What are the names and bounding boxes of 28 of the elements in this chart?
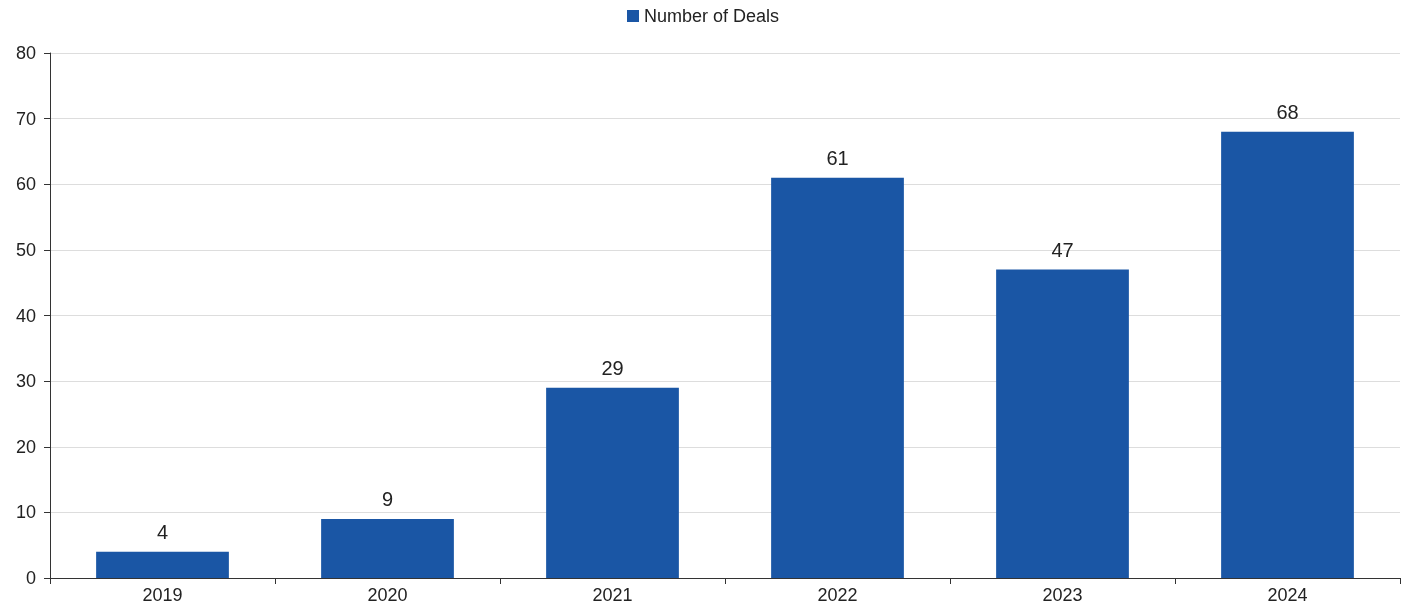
data-label: 29 — [601, 356, 624, 379]
x-tick-label: 2024 — [1267, 585, 1308, 605]
y-tick-label: 0 — [25, 568, 36, 588]
x-tick-label: 2020 — [367, 585, 408, 605]
data-label: 4 — [156, 520, 169, 543]
bar — [546, 387, 679, 578]
data-label: 9 — [381, 487, 394, 510]
y-tick-label: 10 — [15, 502, 36, 523]
x-tick-label: 2023 — [1042, 585, 1083, 605]
data-label: 68 — [1276, 100, 1299, 123]
y-tick-label: 30 — [15, 371, 36, 392]
x-tick-label: 2022 — [817, 585, 858, 605]
legend-label: Number of Deals — [643, 6, 780, 26]
y-tick-label: 60 — [15, 174, 36, 195]
y-tick-label: 40 — [15, 305, 36, 326]
bar — [996, 269, 1129, 578]
x-tick-label: 2019 — [142, 585, 183, 605]
x-tick-label: 2021 — [592, 585, 633, 605]
y-tick-label: 70 — [15, 108, 36, 129]
bar — [321, 518, 454, 578]
y-tick-label: 80 — [15, 43, 36, 63]
bar — [771, 177, 904, 578]
data-label: 61 — [826, 146, 849, 169]
bar — [96, 551, 229, 578]
y-tick-label: 20 — [15, 436, 36, 457]
data-label: 47 — [1051, 238, 1074, 261]
y-tick-label: 50 — [15, 239, 36, 260]
bar — [1221, 131, 1354, 578]
